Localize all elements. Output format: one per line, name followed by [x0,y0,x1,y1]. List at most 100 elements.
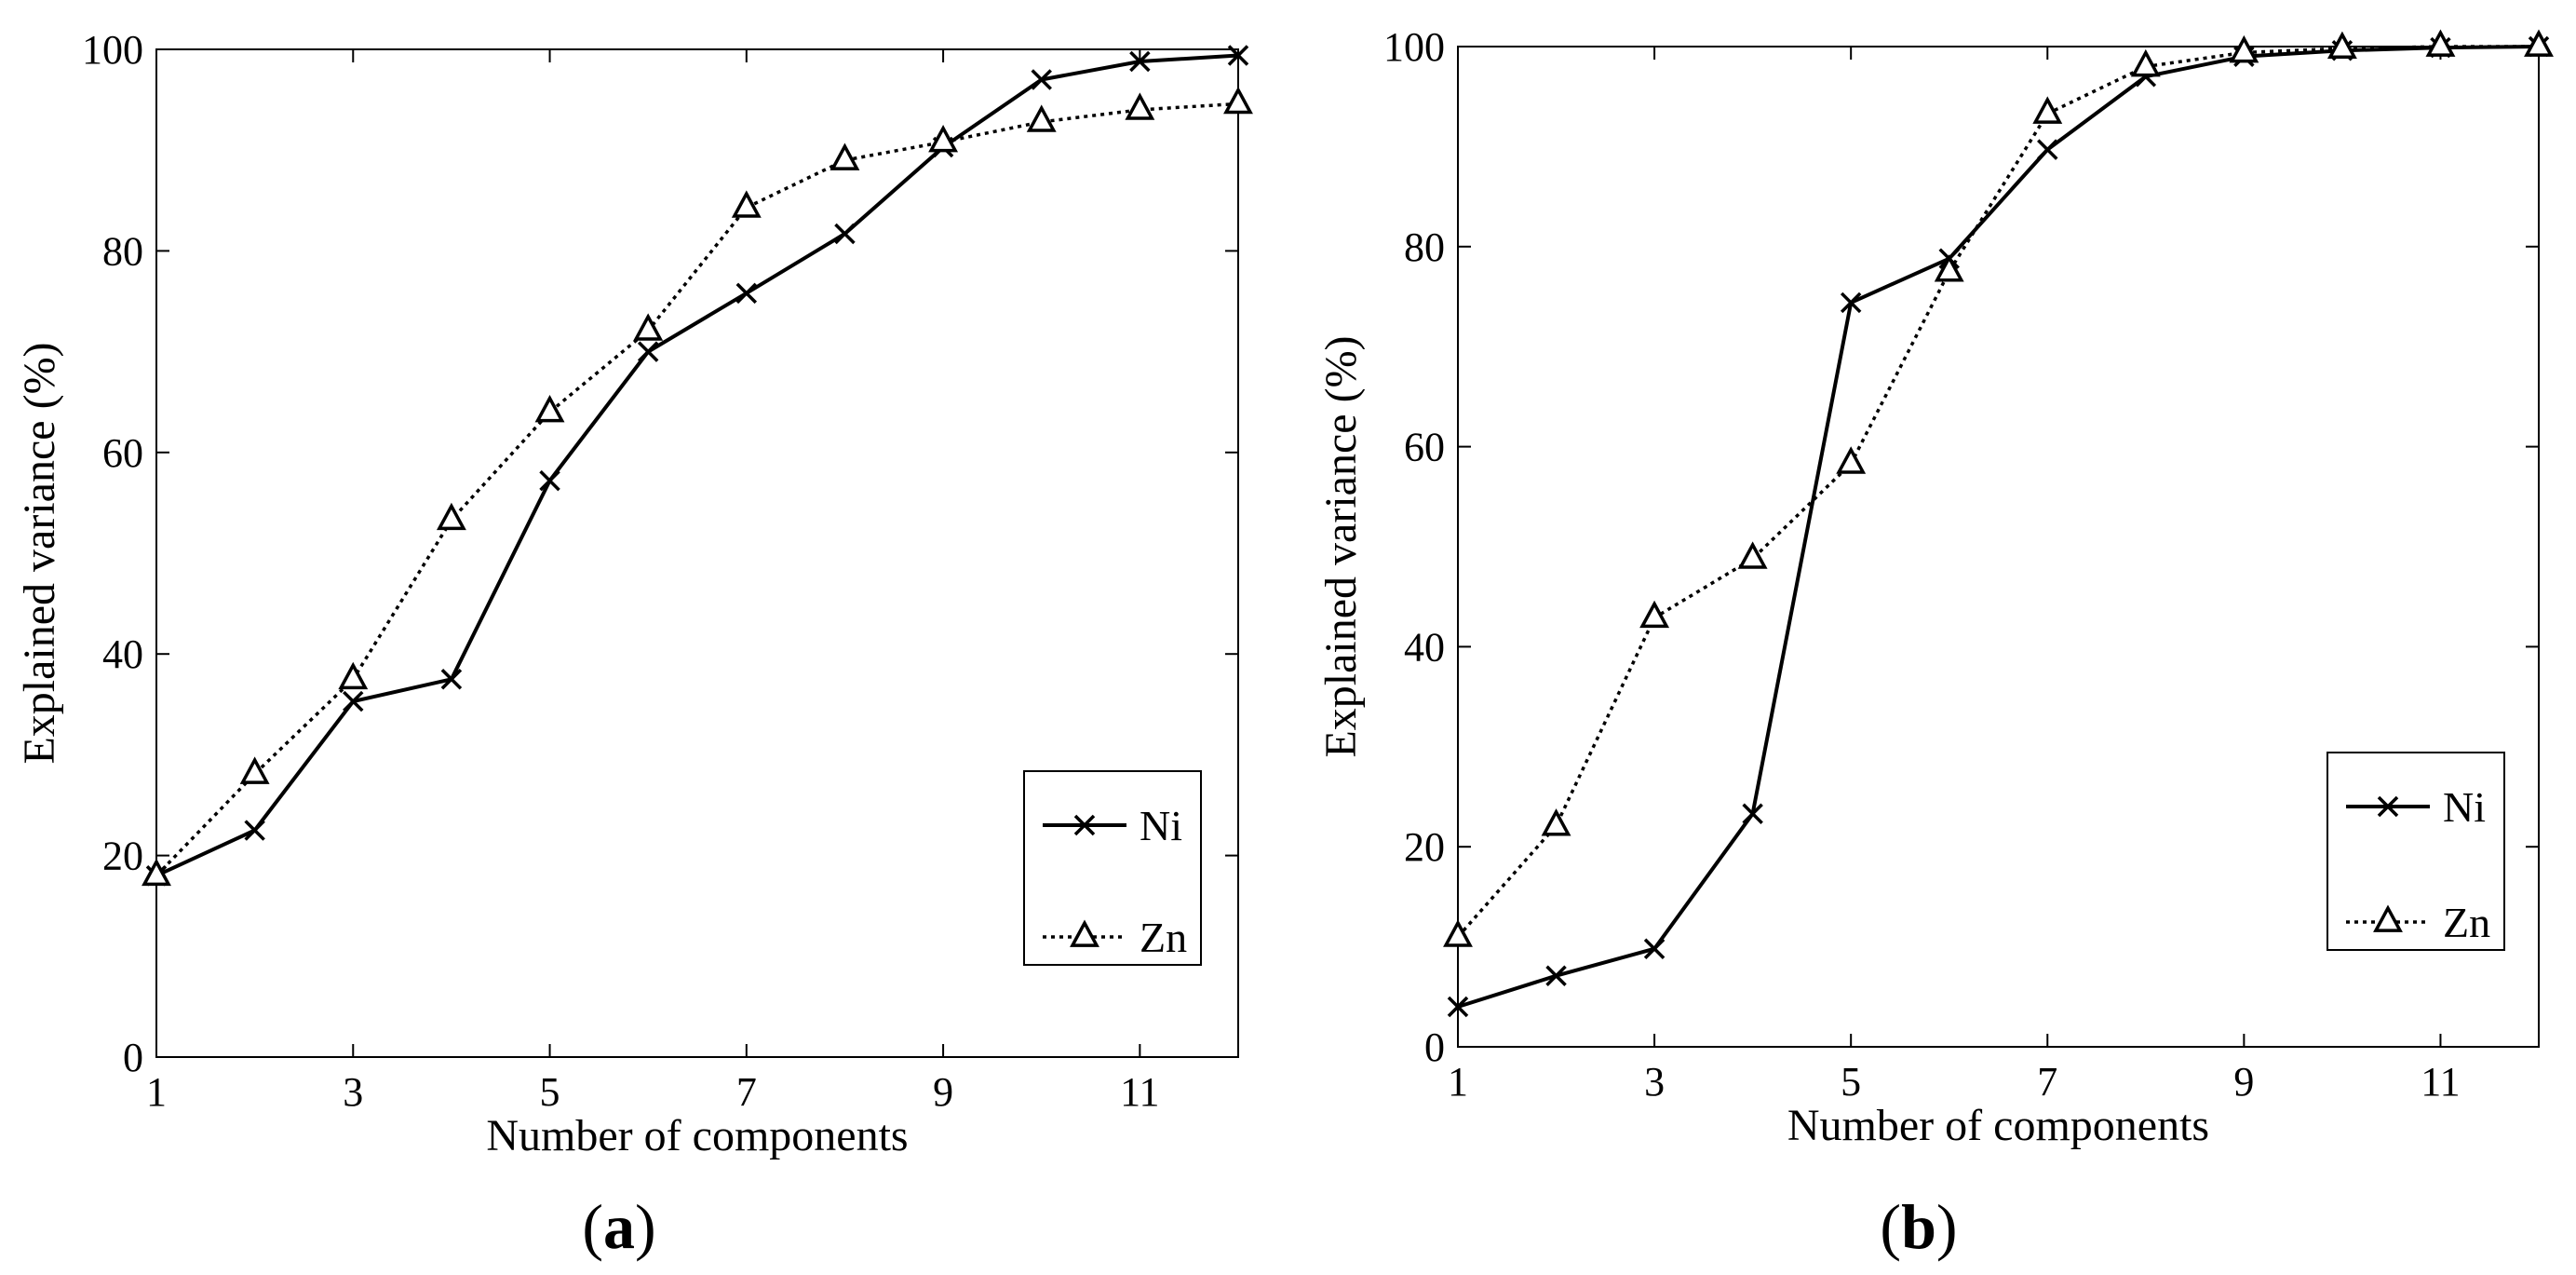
y-tick-label: 80 [102,228,143,274]
legend-marker-ni [2377,795,2399,818]
plot-area-frame [155,48,1239,1058]
legend-box [1023,770,1202,966]
series-ni [145,45,1249,887]
data-point-zn [436,502,466,531]
chart-panel-b: 1 3 5 7 9 11 0 20 40 60 80 100 Number of components E… [1316,24,2554,1262]
y-axis-label: Explained variance (%) [15,342,64,764]
x-marker-stroke [1227,45,1249,66]
y-tick-label: 100 [1383,24,1445,70]
data-point-zn [2032,96,2063,124]
data-point-zn [1836,446,1867,474]
y-tick-label: 60 [102,430,143,476]
data-point-zn [1737,541,1768,569]
x-marker-stroke [343,690,364,712]
x-tick-label: 7 [2037,1059,2057,1105]
x-tick-label: 11 [2421,1059,2460,1105]
y-tick-label: 40 [1404,624,1445,670]
data-point-zn [1125,92,1155,120]
data-point-zn [2229,34,2259,63]
x-marker-stroke [1545,965,1567,986]
series-line-ni [1457,45,2540,1009]
panel-label: (a) [582,1191,655,1262]
chart-panel-a: 1 3 5 7 9 11 0 20 40 60 80 100 Number of components E… [15,27,1253,1262]
x-tick-label: 1 [146,1069,167,1115]
panel-label: (b) [1880,1191,1957,1262]
data-point-ni [1643,938,1666,959]
data-point-zn [2130,48,2161,77]
x-tick-label: 5 [1841,1059,1861,1105]
y-tick-label: 100 [82,27,143,73]
data-point-ni [539,469,560,492]
data-point-ni [1742,803,1763,824]
series-line-ni [155,53,1239,878]
x-tick-label: 1 [1448,1059,1468,1105]
data-point-zn [142,858,171,887]
x-axis-label: Number of components [486,1111,908,1160]
data-point-zn [239,756,270,784]
data-point-ni [244,820,265,841]
data-point-ni [1227,45,1249,66]
data-point-ni [1129,50,1151,73]
x-marker-stroke [1742,803,1763,824]
y-tick-label: 0 [1424,1024,1445,1070]
x-axis-label: Number of components [1787,1101,2209,1150]
data-point-zn [338,661,369,690]
data-point-zn [534,394,565,423]
x-marker-stroke [834,223,856,245]
x-marker-stroke [244,820,265,841]
y-axis-label: Explained variance (%) [1316,335,1366,757]
y-tick-label: 60 [1404,425,1445,470]
x-marker-stroke [440,669,463,690]
y-tick-label: 20 [102,834,143,879]
data-point-ni [735,282,758,305]
data-point-zn [633,313,664,341]
plot-area-frame [1457,46,2540,1048]
data-point-ni [343,690,364,712]
legend-marker-zn [2373,904,2403,932]
data-point-zn [1934,254,1964,282]
x-marker-stroke [539,469,560,492]
legend: Ni Zn [1023,770,1202,966]
x-marker-stroke [2377,795,2399,818]
legend-label-ni: Ni [2443,783,2486,831]
x-marker-stroke [1840,292,1862,314]
data-point-ni [1840,292,1862,314]
data-point-zn [2326,31,2357,60]
data-point-zn [1639,600,1670,629]
data-point-ni [637,341,659,362]
data-point-zn [731,190,762,218]
legend-marker-zn [1070,919,1099,947]
x-marker-stroke [1643,938,1666,959]
data-point-zn [1541,808,1571,836]
x-marker-stroke [2037,139,2058,160]
x-marker-stroke [1129,50,1151,73]
data-point-zn [2425,29,2456,57]
legend-label-zn: Zn [1140,914,1187,961]
data-point-zn [1443,919,1473,947]
series-zn [142,86,1253,887]
y-tick-label: 80 [1404,224,1445,270]
y-tick-label: 20 [1404,824,1445,870]
x-tick-label: 5 [540,1069,560,1115]
data-point-zn [928,124,959,153]
data-point-ni [1545,965,1567,986]
data-point-zn [1223,86,1253,115]
x-tick-label: 11 [1120,1069,1159,1115]
x-marker-stroke [637,341,659,362]
series-line-zn [155,102,1239,877]
x-tick-label: 7 [736,1069,757,1115]
x-tick-label: 9 [933,1069,953,1115]
x-marker-stroke [1031,69,1052,90]
y-tick-label: 40 [102,631,143,677]
legend: Ni Zn [2326,752,2505,951]
data-point-ni [1447,996,1469,1018]
x-tick-label: 3 [343,1069,363,1115]
legend-label-ni: Ni [1140,802,1182,849]
x-marker-stroke [1447,996,1469,1018]
legend-marker-ni [1073,814,1096,836]
x-tick-label: 3 [1644,1059,1665,1105]
data-point-ni [834,223,856,245]
x-marker-stroke [1073,814,1096,836]
data-point-ni [1031,69,1052,90]
